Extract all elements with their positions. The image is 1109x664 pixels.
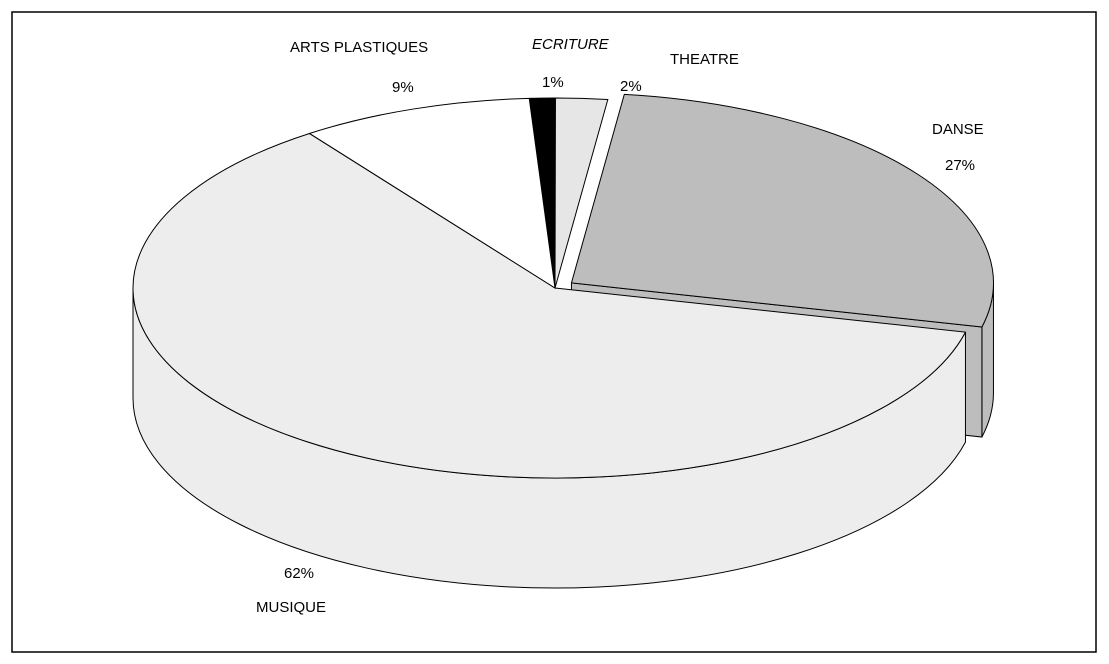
slice-label: DANSE bbox=[932, 121, 984, 138]
slice bbox=[308, 97, 556, 289]
slice-label: MUSIQUE bbox=[256, 599, 326, 616]
slice-label: ARTS PLASTIQUES bbox=[290, 39, 428, 56]
value-label: 62% bbox=[284, 565, 314, 582]
slice bbox=[132, 132, 967, 479]
value-label: 27% bbox=[945, 157, 975, 174]
slice bbox=[554, 97, 609, 289]
value-label: 2% bbox=[620, 78, 642, 95]
slice-label: ECRITURE bbox=[532, 36, 610, 53]
value-label: 1% bbox=[542, 74, 564, 91]
slice bbox=[570, 93, 994, 328]
value-label: 9% bbox=[392, 79, 414, 96]
slice-label: THEATRE bbox=[670, 51, 739, 68]
